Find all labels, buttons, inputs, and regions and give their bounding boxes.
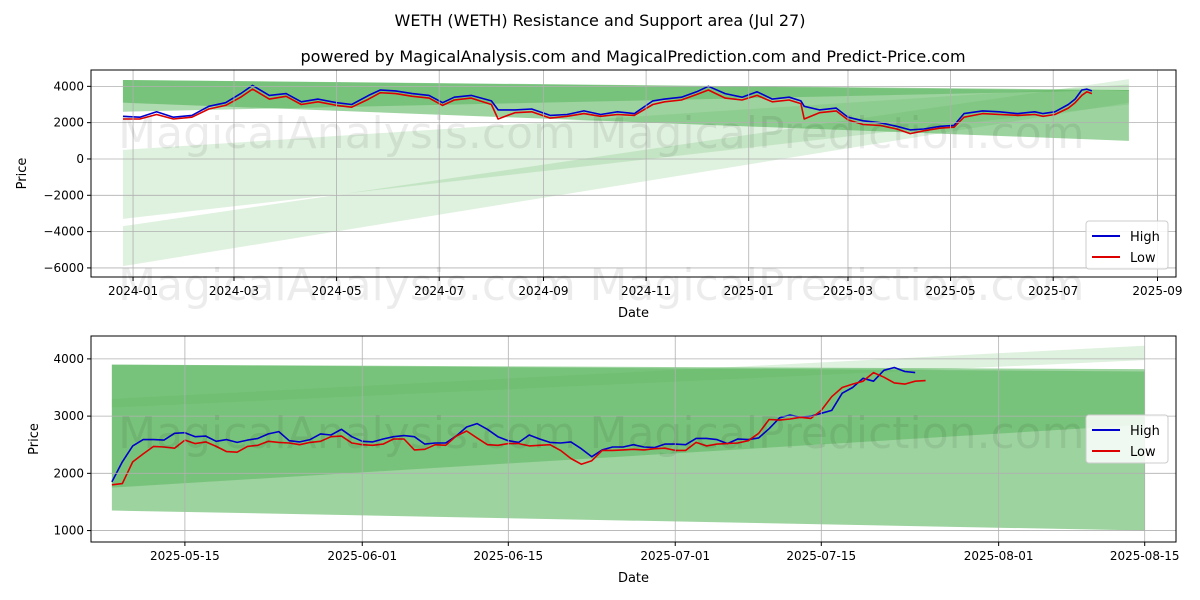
watermark: MagicalAnalysis.com: [118, 408, 576, 459]
axes-frame: [90, 69, 1177, 278]
x-tick-label: 2024-07: [414, 284, 464, 298]
y-tick-label: 3000: [53, 409, 84, 423]
legend-label-low: Low: [1130, 445, 1156, 460]
support-resistance-band: [122, 79, 1129, 112]
y-axis-label: Price: [27, 423, 42, 455]
x-tick-label: 2024-01: [108, 284, 158, 298]
y-tick-label: −2000: [43, 188, 84, 202]
legend-label-low: Low: [1130, 251, 1156, 266]
bottom-panel: MagicalAnalysis.com MagicalPrediction.com…: [27, 335, 1180, 586]
legend-box: [1085, 414, 1169, 464]
support-resistance-band: [111, 345, 1145, 408]
legend-label-high: High: [1130, 230, 1160, 245]
watermark: MagicalAnalysis.com: [118, 260, 576, 311]
series-line-low: [111, 371, 926, 486]
y-tick-label: 2000: [53, 116, 84, 130]
support-resistance-band: [111, 364, 1145, 531]
chart-title: WETH (WETH) Resistance and Support area …: [395, 11, 806, 30]
y-tick-label: 0: [76, 152, 84, 166]
y-tick-label: 4000: [53, 79, 84, 93]
y-tick-label: 1000: [53, 524, 84, 538]
x-tick-label: 2025-05: [926, 284, 976, 298]
watermark: MagicalPrediction.com: [590, 108, 1085, 159]
x-axis-label: Date: [618, 306, 649, 321]
watermark: MagicalPrediction.com: [590, 408, 1085, 459]
x-tick-label: 2025-09: [1132, 284, 1182, 298]
watermark: MagicalAnalysis.com: [118, 108, 576, 159]
x-tick-label: 2024-05: [312, 284, 362, 298]
watermark: MagicalPrediction.com: [590, 260, 1085, 311]
series-line-high: [122, 84, 1093, 131]
x-tick-label: 2025-06-15: [473, 549, 543, 563]
chart-subtitle: powered by MagicalAnalysis.com and Magic…: [300, 47, 965, 66]
series-line-low: [123, 88, 1093, 135]
x-tick-label: 2025-07-15: [786, 549, 856, 563]
legend-box: [1085, 220, 1169, 270]
y-axis-label: Price: [15, 158, 30, 190]
plot-area: [122, 79, 1129, 267]
x-tick-label: 2024-09: [518, 284, 568, 298]
top-panel: MagicalAnalysis.com MagicalPrediction.com…: [15, 69, 1183, 321]
x-tick-label: 2025-05-15: [150, 549, 220, 563]
x-tick-label: 2025-03: [823, 284, 873, 298]
series-line-high: [111, 366, 916, 483]
legend-label-high: High: [1130, 424, 1160, 439]
y-tick-label: 2000: [53, 466, 84, 480]
x-tick-label: 2025-08-15: [1110, 549, 1180, 563]
support-resistance-band: [122, 84, 1129, 219]
plot-area: [111, 345, 1145, 531]
x-tick-label: 2024-03: [209, 284, 259, 298]
x-tick-label: 2025-07: [1028, 284, 1078, 298]
y-tick-label: −4000: [43, 225, 84, 239]
y-tick-label: 4000: [53, 352, 84, 366]
x-tick-label: 2025-01: [724, 284, 774, 298]
x-tick-label: 2024-11: [621, 284, 671, 298]
legend: High Low: [1085, 220, 1169, 270]
legend: High Low: [1085, 414, 1169, 464]
y-tick-label: −6000: [43, 261, 84, 275]
x-axis-label: Date: [618, 571, 649, 586]
axes-frame: [90, 335, 1177, 543]
x-tick-label: 2025-07-01: [640, 549, 710, 563]
x-tick-label: 2025-08-01: [964, 549, 1034, 563]
support-resistance-band: [111, 364, 1145, 488]
x-tick-label: 2025-06-01: [327, 549, 397, 563]
